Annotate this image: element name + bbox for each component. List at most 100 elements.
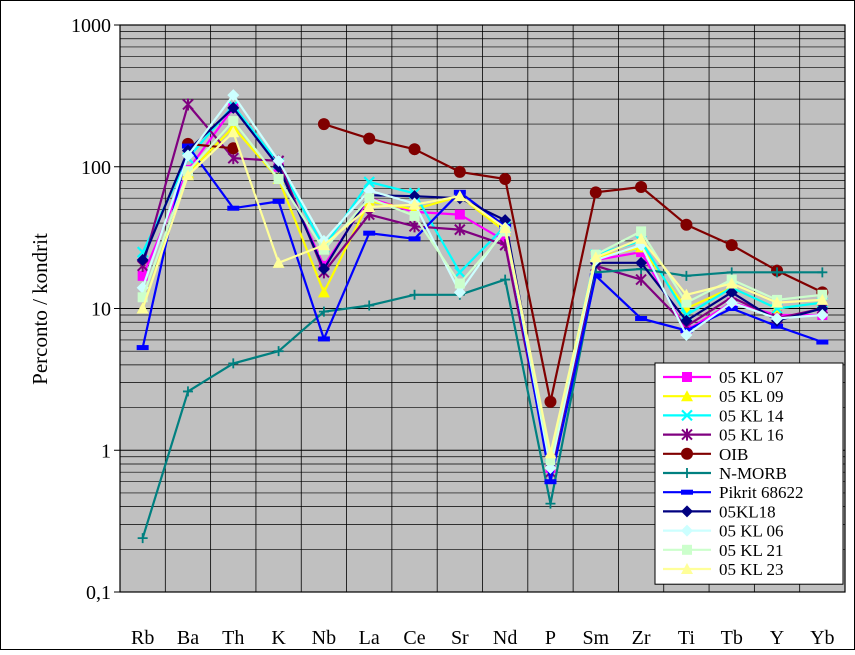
data-point (772, 267, 783, 278)
legend-label: 05 KL 16 (719, 426, 784, 445)
x-tick-label: Nd (493, 627, 517, 649)
series-line (141, 131, 823, 455)
legend-marker (681, 409, 693, 422)
data-point (680, 329, 693, 342)
series-line (141, 106, 823, 466)
y-tick-label: 1 (101, 440, 111, 462)
data-point (725, 286, 738, 299)
x-tick-label: K (271, 627, 286, 649)
data-point (589, 251, 602, 263)
data-point (227, 126, 240, 138)
data-point (182, 98, 194, 111)
data-point (725, 239, 738, 252)
data-point (544, 447, 557, 459)
legend-marker (681, 563, 693, 574)
data-point (227, 89, 240, 102)
series-line (141, 103, 823, 474)
data-point (499, 221, 512, 233)
x-tick-label: Tb (721, 627, 743, 649)
data-point (273, 173, 284, 184)
series-line (141, 120, 823, 462)
data-point (408, 143, 421, 156)
legend-item: Pikrit 68622 (663, 483, 804, 502)
legend-item: 05 KL 21 (663, 541, 784, 560)
data-point (636, 226, 647, 237)
data-point (725, 277, 738, 289)
legend-marker (681, 505, 693, 518)
legend-label: 05 KL 21 (719, 541, 784, 560)
data-point (816, 339, 829, 345)
data-point (816, 302, 829, 315)
data-point (681, 270, 692, 281)
data-point (228, 116, 239, 127)
data-point (317, 286, 330, 298)
data-point (227, 142, 240, 155)
legend-label: 05 KL 09 (719, 387, 784, 406)
series-line (141, 126, 823, 466)
data-point (680, 288, 693, 300)
legend-label: 05 KL 07 (719, 368, 784, 387)
x-tick-label: Ba (177, 627, 199, 649)
data-point (272, 198, 285, 204)
x-tick-label: Zr (632, 627, 651, 649)
x-tick-label: La (359, 627, 380, 649)
x-tick-label: P (545, 627, 556, 649)
legend-item: 05 KL 06 (663, 522, 784, 541)
data-point (272, 154, 285, 167)
data-point (136, 253, 149, 266)
legend-marker (681, 447, 693, 460)
data-point (181, 169, 194, 181)
legend-label: 05 KL 23 (719, 560, 784, 579)
data-point (317, 262, 330, 275)
data-point (545, 455, 556, 466)
series-05-kl-23 (136, 126, 829, 459)
data-point (453, 165, 466, 178)
data-point (227, 101, 240, 114)
data-point (499, 172, 512, 185)
data-point (635, 316, 648, 322)
x-tick-label: Rb (131, 627, 154, 649)
data-point (500, 274, 511, 285)
data-point (317, 118, 330, 131)
data-point (453, 190, 466, 202)
y-tick-label: 1000 (71, 15, 111, 37)
data-point (181, 149, 194, 162)
data-point (317, 239, 330, 251)
data-point (364, 300, 375, 311)
y-tick-label: 100 (81, 157, 111, 179)
data-point (635, 273, 647, 286)
y-tick-label: 10 (91, 299, 111, 321)
x-tick-label: Y (770, 627, 784, 649)
data-point (272, 256, 285, 268)
legend-marker (681, 524, 693, 537)
x-tick-label: Ti (678, 627, 696, 649)
x-tick-label: Sm (582, 627, 609, 649)
legend-marker (682, 372, 692, 382)
data-point (816, 308, 829, 321)
series-n-morb (137, 263, 828, 544)
legend-item: 05 KL 07 (663, 368, 784, 387)
data-point (635, 180, 648, 193)
series-lines (136, 89, 829, 544)
data-point (136, 345, 149, 351)
data-point (409, 210, 420, 221)
axes: 0,1 1 10 100 1000 Rb Ba Th K Nb La Ce Sr Nd P Sm Zr Ti Tb Y… (71, 15, 846, 649)
data-point (545, 498, 556, 509)
data-point (408, 190, 421, 203)
series-line (141, 94, 823, 470)
data-point (317, 336, 330, 342)
data-point (137, 533, 148, 544)
series-line (141, 104, 823, 458)
x-tick-label: Th (222, 627, 244, 649)
data-point (816, 293, 829, 305)
data-point (454, 266, 466, 279)
data-point (136, 302, 149, 314)
data-point (408, 220, 421, 233)
legend-label: 05KL18 (719, 502, 776, 521)
legend-item: N-MORB (663, 464, 787, 483)
legend-item: 05 KL 23 (663, 560, 784, 579)
data-point (635, 256, 648, 269)
data-point (499, 214, 512, 227)
